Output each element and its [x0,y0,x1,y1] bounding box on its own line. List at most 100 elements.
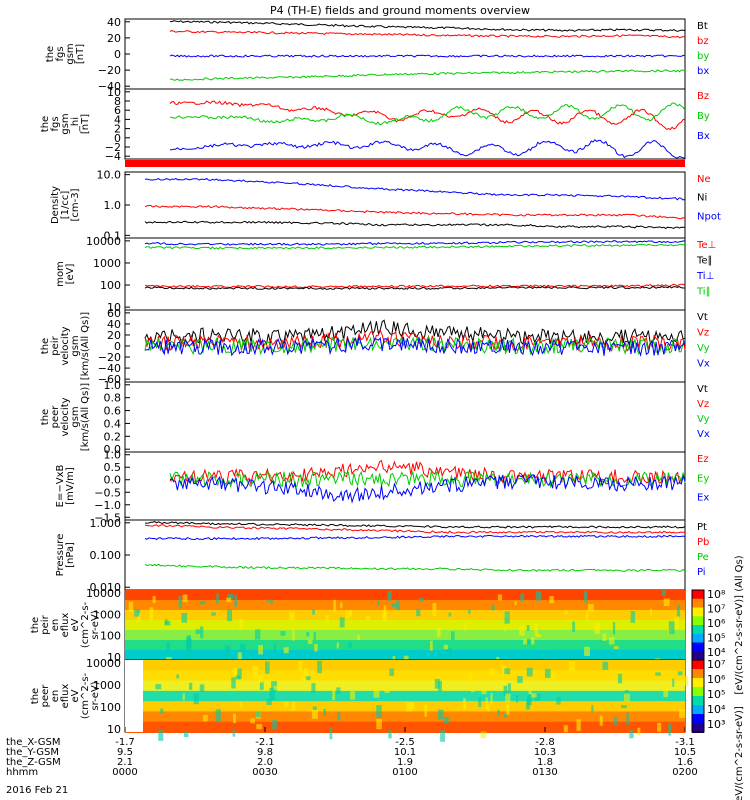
ytick-peer_vel: 0.4 [104,417,122,430]
spectro-pixel [136,612,141,622]
legend-Bz: Bz [697,91,709,102]
ytick-fgs: 20 [107,32,121,45]
trace-peir_vel-Vx [144,335,686,357]
spectro-pixel [396,600,400,611]
spectro-pixel [382,611,387,621]
spectro-pixel [655,672,661,676]
colorbar-swatch [692,642,704,653]
spectro-pixel [677,671,683,676]
trace-efield-Ex [169,474,686,504]
trace-temperature-Ti∥ [144,243,686,250]
spectro-pixel [232,713,237,724]
ylabel-fgs_dsl: thefgsgsm_hi[nT] [40,113,91,134]
ytick-density: 10.0 [97,169,122,182]
spectro-pixel [266,699,272,706]
colorbar-swatch [692,687,704,697]
ytick-efield: −1.5 [94,511,121,524]
spectro-pixel [503,627,507,631]
spectro-pixel [526,699,530,710]
xrow-value: -2.5 [395,737,415,748]
spectro-pixel [556,696,561,705]
spectro-pixel [443,644,449,650]
spectro-pixel [438,709,444,720]
spectro-pixel [237,668,242,679]
ytick-fgs: 0 [114,48,121,61]
xrow-value: 2.0 [257,757,273,768]
spectro-pixel [633,657,636,662]
ytick-peer_vel: 0.8 [104,392,122,405]
trace-fgs_dsl-Bz [169,100,686,131]
panel-frame-peer_vel [124,381,686,453]
spectro-pixel [312,706,317,711]
spectro-pixel [186,649,192,661]
spectro-pixel [215,709,221,722]
trace-peir_vel-Vt [144,319,686,347]
spectro-pixel [503,713,508,718]
spectro-pixel [317,660,323,674]
spectro-pixel [336,687,341,694]
spectro-pixel [602,661,609,670]
spectro-pixel [345,610,350,619]
spectro-pixel [193,693,199,705]
spectro-pixel [376,719,382,730]
spectro-pixel [182,594,188,602]
spectro-pixel [280,631,286,636]
colorbar-tick: 10⁴ [707,703,726,716]
spectro-pixel [265,661,270,674]
spectro-pixel [189,682,193,690]
spectro-pixel [233,667,238,674]
spectro-pixel [373,686,380,698]
colorbar-frame [691,659,705,733]
ytick-density: 0.1 [104,229,122,242]
spectro-pixel [339,617,345,628]
spectro-band [125,660,685,672]
spectro-pixel [586,610,589,622]
trace-peir_vel-Vz [144,329,686,352]
spectro-pixel [599,715,603,726]
spectro-pixel [662,590,666,596]
colorbar-swatch [692,625,704,635]
spectro-pixel [446,647,452,658]
spectro-pixel [284,702,289,708]
panel-frame-pressure [124,519,686,591]
spectro-pixel [305,676,311,681]
spectro-band [125,690,685,703]
spectro-pixel [195,629,201,634]
xrow-value: 1.8 [537,757,553,768]
spectro-pixel [357,635,360,641]
spectro-pixel [434,678,440,689]
trace-peir_vel-Vy [144,335,686,356]
ytick-peer_spec: 10000 [86,657,121,670]
colorbar-tick: 10⁶ [707,617,726,630]
trace-density-Npot [144,177,686,201]
spectro-pixel [250,718,255,724]
legend-Pb: Pb [697,537,709,548]
spectro-pixel [199,684,205,692]
trace-temperature-Te⊥ [144,283,686,289]
xrow-value: 10.1 [394,747,416,758]
spectro-band [125,680,685,692]
spectro-pixel [410,702,415,710]
ylabel-peer_vel: thepeervelocitygsm[km/s(All Qs)] [40,383,91,451]
legend-Vt: Vt [697,312,708,323]
spectro-pixel [384,686,390,693]
spectro-pixel [549,596,554,604]
spectro-pixel [337,712,341,721]
spectro-pixel [376,705,382,718]
spectro-band [125,670,685,682]
spectro-pixel [626,712,629,725]
ytick-fgs_dsl: 4 [114,113,121,126]
colorbar-tick: 10⁸ [707,588,726,601]
colorbar-swatch [692,714,704,724]
spectro-pixel [200,626,204,639]
trace-pressure-Pi [144,534,686,541]
legend-By: By [697,111,710,122]
spectro-pixel [234,594,238,607]
spectro-pixel [608,637,615,645]
trace-fgs-by [170,69,686,81]
xrow-value: 0030 [252,767,277,778]
ytick-peir_spec: 10000 [86,587,121,600]
spectro-pixel [325,615,329,623]
ylabel-density: Density[1/cc][cm-3] [50,186,81,224]
